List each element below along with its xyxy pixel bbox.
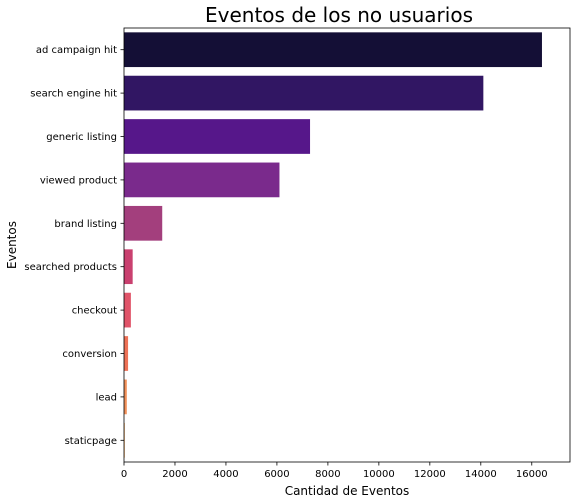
bar-search-engine-hit (124, 75, 484, 111)
x-tick-label: 6000 (264, 469, 289, 480)
y-tick-label: viewed product (40, 175, 117, 186)
y-tick-label: brand listing (54, 219, 117, 230)
bars-group (124, 32, 542, 458)
y-tick-label: staticpage (65, 436, 117, 447)
y-tick-label: generic listing (46, 132, 117, 143)
x-tick-label: 2000 (162, 469, 187, 480)
x-axis-label: Cantidad de Eventos (285, 484, 410, 498)
bar-searched-products (124, 249, 133, 285)
y-tick-label: checkout (72, 306, 117, 317)
bar-generic-listing (124, 119, 311, 154)
y-tick-label: search engine hit (30, 89, 117, 100)
y-tick-label: lead (96, 392, 117, 403)
bar-ad-campaign-hit (124, 32, 542, 68)
y-tick-group: ad campaign hit search engine hit generic … (24, 45, 124, 447)
bar-conversion (124, 336, 129, 371)
bar-brand-listing (124, 205, 163, 241)
chart-title: Eventos de los no usuarios (205, 3, 473, 27)
x-tick-label: 16000 (516, 469, 548, 480)
x-tick-label: 4000 (213, 469, 238, 480)
bar-lead (124, 379, 127, 415)
x-tick-label: 10000 (363, 469, 395, 480)
x-tick-label: 12000 (414, 469, 446, 480)
bar-viewed-product (124, 162, 280, 198)
x-tick-label: 0 (121, 469, 127, 480)
y-axis-label: Eventos (5, 221, 19, 269)
x-tick-label: 14000 (465, 469, 497, 480)
y-tick-label: conversion (62, 349, 117, 360)
y-tick-label: ad campaign hit (36, 45, 117, 56)
y-tick-label: searched products (24, 262, 117, 273)
plot-frame (123, 27, 571, 463)
bar-checkout (124, 292, 131, 328)
x-tick-label: 8000 (315, 469, 340, 480)
x-tick-group: 0 2000 4000 6000 8000 10000 12000 14000 16000 (121, 462, 548, 480)
